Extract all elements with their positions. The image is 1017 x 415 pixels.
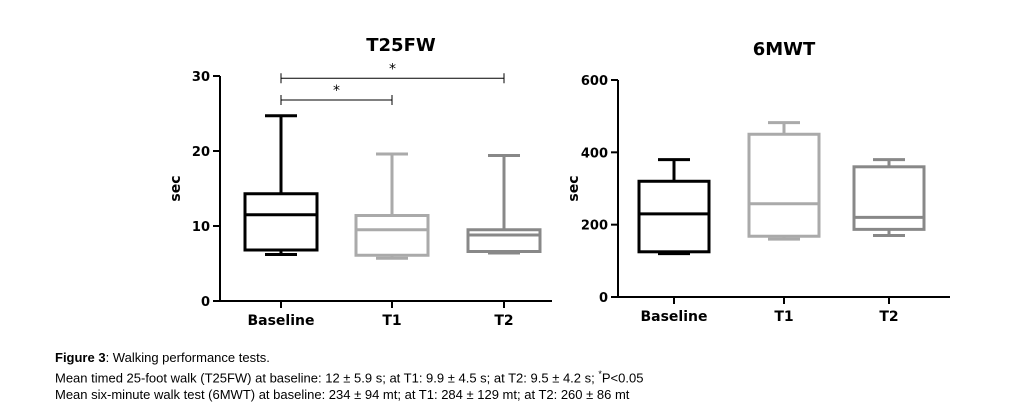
t25fw-sig-label-0: * bbox=[389, 61, 396, 77]
t25fw-x-label-baseline: Baseline bbox=[247, 313, 314, 329]
figure-label: Figure 3 bbox=[55, 350, 106, 365]
figure-caption: Figure 3: Walking performance tests. Mea… bbox=[55, 349, 995, 403]
6mwt-y-tick-label-200: 200 bbox=[581, 219, 608, 234]
t25fw-significance-baseline-t1: * bbox=[280, 83, 393, 105]
6mwt-y-tick-label-600: 600 bbox=[581, 74, 608, 89]
t25fw-box-baseline bbox=[243, 114, 319, 256]
t25fw-iqr-box-baseline bbox=[243, 192, 319, 252]
t25fw-y-tick-label-0: 0 bbox=[201, 295, 210, 310]
t25fw-chart: T25FW sec 0 10 20 30 Baseline T1 T2 * * bbox=[168, 35, 552, 329]
caption-line-2: Mean timed 25-foot walk (T25FW) at basel… bbox=[55, 366, 995, 386]
t25fw-sig-label-1: * bbox=[333, 83, 340, 99]
6mwt-iqr-box-t2 bbox=[852, 165, 926, 231]
t25fw-box-t1 bbox=[354, 152, 430, 260]
t25fw-y-axis-label: sec bbox=[168, 175, 184, 201]
6mwt-x-label-t1: T1 bbox=[774, 309, 793, 325]
caption-line-1: Figure 3: Walking performance tests. bbox=[55, 349, 995, 366]
6mwt-x-label-t2: T2 bbox=[879, 309, 898, 325]
6mwt-box-baseline bbox=[637, 158, 711, 256]
t25fw-y-tick-label-10: 10 bbox=[192, 220, 210, 235]
caption-line-3: Mean six-minute walk test (6MWT) at base… bbox=[55, 386, 995, 403]
t25fw-iqr-box-t1 bbox=[354, 214, 430, 257]
6mwt-box-t1 bbox=[747, 121, 821, 241]
t25fw-box-t2 bbox=[466, 154, 542, 255]
6mwt-iqr-box-t1 bbox=[747, 132, 821, 238]
caption-t25fw-text: Mean timed 25-foot walk (T25FW) at basel… bbox=[55, 370, 599, 386]
t25fw-x-label-t2: T2 bbox=[494, 313, 513, 329]
6mwt-chart: 6MWT sec 0 200 400 600 Baseline T1 T2 bbox=[566, 39, 950, 325]
6mwt-iqr-box-baseline bbox=[637, 179, 711, 254]
t25fw-chart-title: T25FW bbox=[366, 35, 436, 56]
caption-significance-mark: * bbox=[598, 369, 602, 379]
6mwt-chart-title: 6MWT bbox=[753, 39, 816, 60]
t25fw-y-tick-label-20: 20 bbox=[192, 145, 210, 160]
t25fw-x-label-t1: T1 bbox=[382, 313, 401, 329]
caption-pvalue: P<0.05 bbox=[601, 370, 644, 386]
6mwt-y-tick-label-0: 0 bbox=[599, 291, 608, 306]
6mwt-y-tick-label-400: 400 bbox=[581, 146, 608, 161]
6mwt-x-label-baseline: Baseline bbox=[640, 309, 707, 325]
caption-6mwt-text: Mean six-minute walk test (6MWT) at base… bbox=[55, 387, 630, 403]
t25fw-y-tick-label-30: 30 bbox=[192, 70, 210, 85]
t25fw-iqr-box-t2 bbox=[466, 228, 542, 253]
6mwt-y-axis-label: sec bbox=[566, 175, 582, 201]
caption-title: : Walking performance tests. bbox=[105, 350, 270, 365]
t25fw-significance-baseline-t2: * bbox=[280, 61, 505, 84]
6mwt-box-t2 bbox=[852, 158, 926, 238]
